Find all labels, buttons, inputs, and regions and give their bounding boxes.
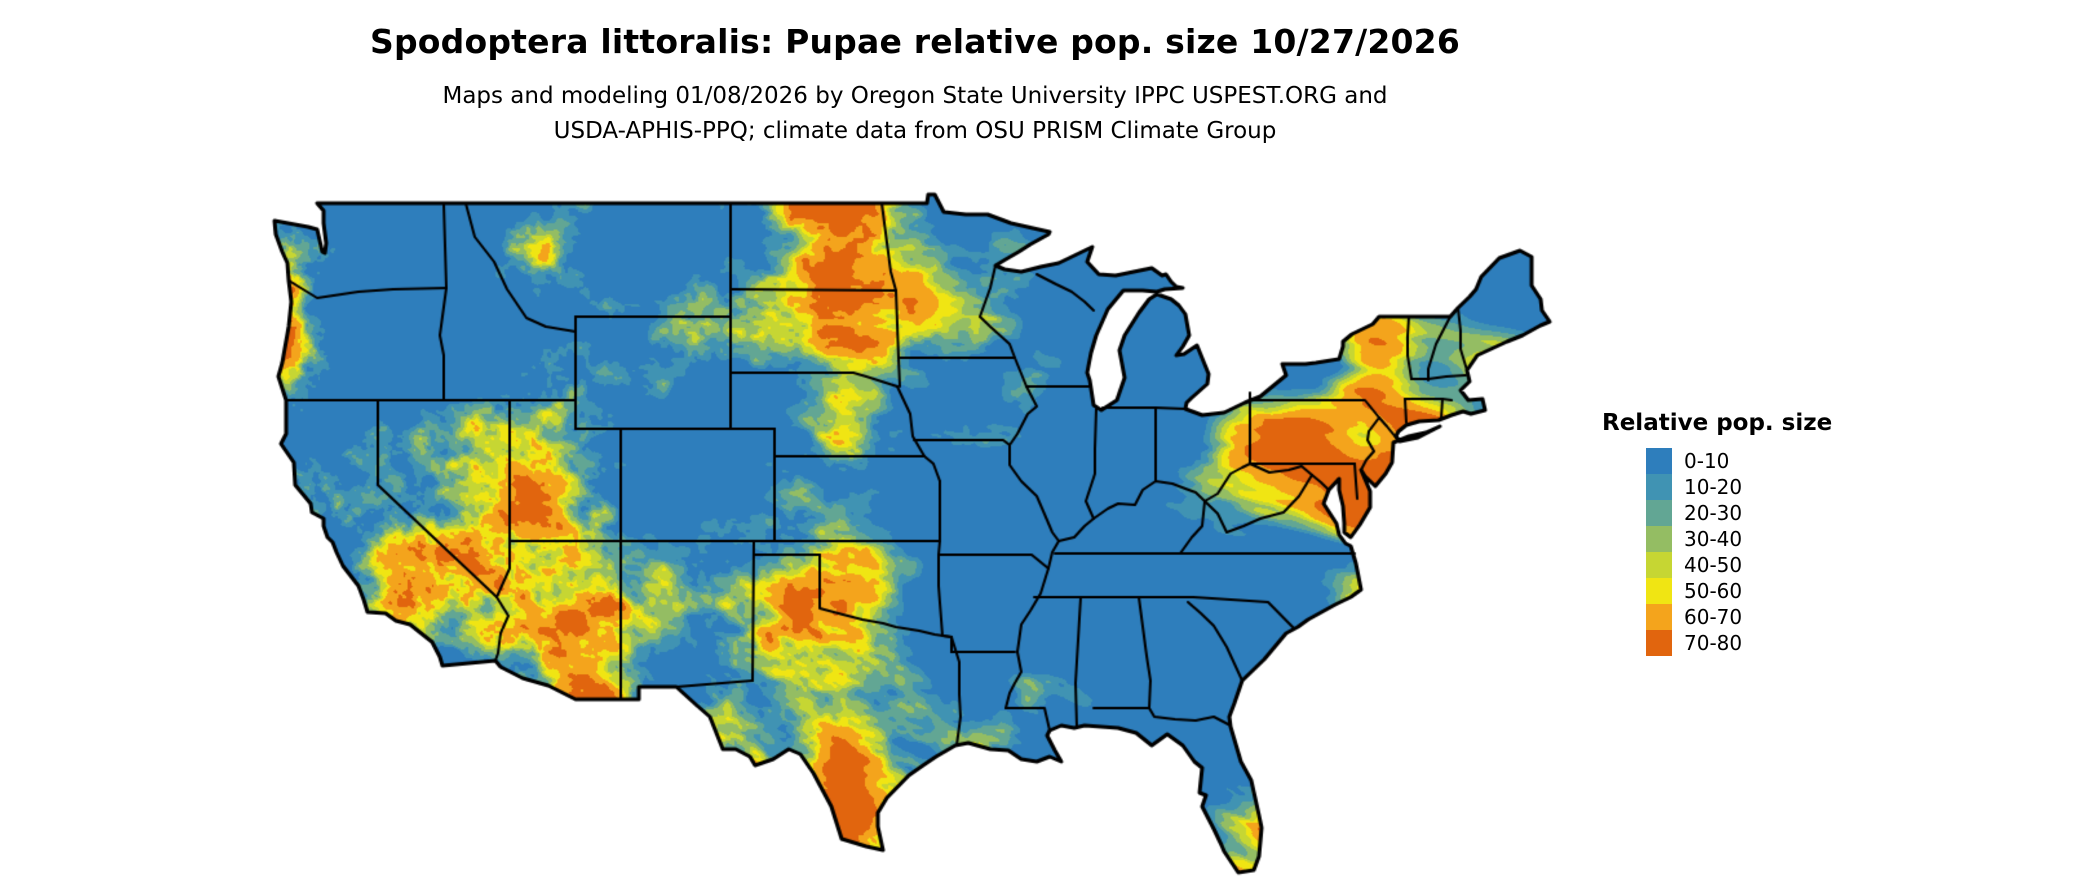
legend-color-swatch xyxy=(1646,630,1672,656)
map-subtitle-line2: USDA-APHIS-PPQ; climate data from OSU PR… xyxy=(553,118,1277,145)
legend-label: 40-50 xyxy=(1684,553,1743,577)
legend-color-swatch xyxy=(1646,448,1672,474)
map-title: Spodoptera littoralis: Pupae relative po… xyxy=(369,22,1460,61)
legend-entry: 20-30 xyxy=(1646,500,1832,526)
legend-label: 20-30 xyxy=(1684,501,1743,525)
legend-entry: 10-20 xyxy=(1646,474,1832,500)
legend-entry: 70-80 xyxy=(1646,630,1832,656)
legend-color-swatch xyxy=(1646,500,1672,526)
legend-label: 30-40 xyxy=(1684,527,1743,551)
legend-color-swatch xyxy=(1646,604,1672,630)
map-legend: Relative pop. size 0-10 10-20 20-30 30-40 40… xyxy=(1602,410,1832,656)
legend-entries: 0-10 10-20 20-30 30-40 40-50 50-60 60-70 70-80 xyxy=(1646,448,1832,656)
legend-color-swatch xyxy=(1646,526,1672,552)
legend-color-swatch xyxy=(1646,474,1672,500)
legend-entry: 40-50 xyxy=(1646,552,1832,578)
legend-label: 60-70 xyxy=(1684,605,1743,629)
legend-label: 10-20 xyxy=(1684,475,1743,499)
legend-label: 0-10 xyxy=(1684,449,1730,473)
map-subtitle-line1: Maps and modeling 01/08/2026 by Oregon S… xyxy=(442,83,1388,109)
us-population-raster-map xyxy=(268,187,1560,885)
legend-color-swatch xyxy=(1646,578,1672,604)
legend-entry: 50-60 xyxy=(1646,578,1832,604)
legend-entry: 0-10 xyxy=(1646,448,1832,474)
legend-color-swatch xyxy=(1646,552,1672,578)
legend-label: 50-60 xyxy=(1684,579,1743,603)
map-header: Spodoptera littoralis: Pupae relative po… xyxy=(0,22,1830,147)
legend-title: Relative pop. size xyxy=(1602,410,1833,436)
legend-entry: 60-70 xyxy=(1646,604,1832,630)
legend-label: 70-80 xyxy=(1684,631,1743,655)
legend-entry: 30-40 xyxy=(1646,526,1832,552)
